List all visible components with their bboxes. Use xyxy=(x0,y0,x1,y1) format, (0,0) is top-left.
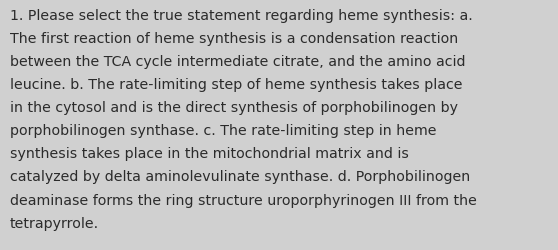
Text: catalyzed by delta aminolevulinate synthase. d. Porphobilinogen: catalyzed by delta aminolevulinate synth… xyxy=(10,170,470,184)
Text: synthesis takes place in the mitochondrial matrix and is: synthesis takes place in the mitochondri… xyxy=(10,147,409,161)
Text: The first reaction of heme synthesis is a condensation reaction: The first reaction of heme synthesis is … xyxy=(10,32,458,46)
Text: leucine. b. The rate-limiting step of heme synthesis takes place: leucine. b. The rate-limiting step of he… xyxy=(10,78,463,92)
Text: between the TCA cycle intermediate citrate, and the amino acid: between the TCA cycle intermediate citra… xyxy=(10,55,465,69)
Text: tetrapyrrole.: tetrapyrrole. xyxy=(10,216,99,230)
Text: deaminase forms the ring structure uroporphyrinogen III from the: deaminase forms the ring structure uropo… xyxy=(10,193,477,207)
Text: in the cytosol and is the direct synthesis of porphobilinogen by: in the cytosol and is the direct synthes… xyxy=(10,101,458,115)
Text: porphobilinogen synthase. c. The rate-limiting step in heme: porphobilinogen synthase. c. The rate-li… xyxy=(10,124,436,138)
Text: 1. Please select the true statement regarding heme synthesis: a.: 1. Please select the true statement rega… xyxy=(10,9,473,23)
